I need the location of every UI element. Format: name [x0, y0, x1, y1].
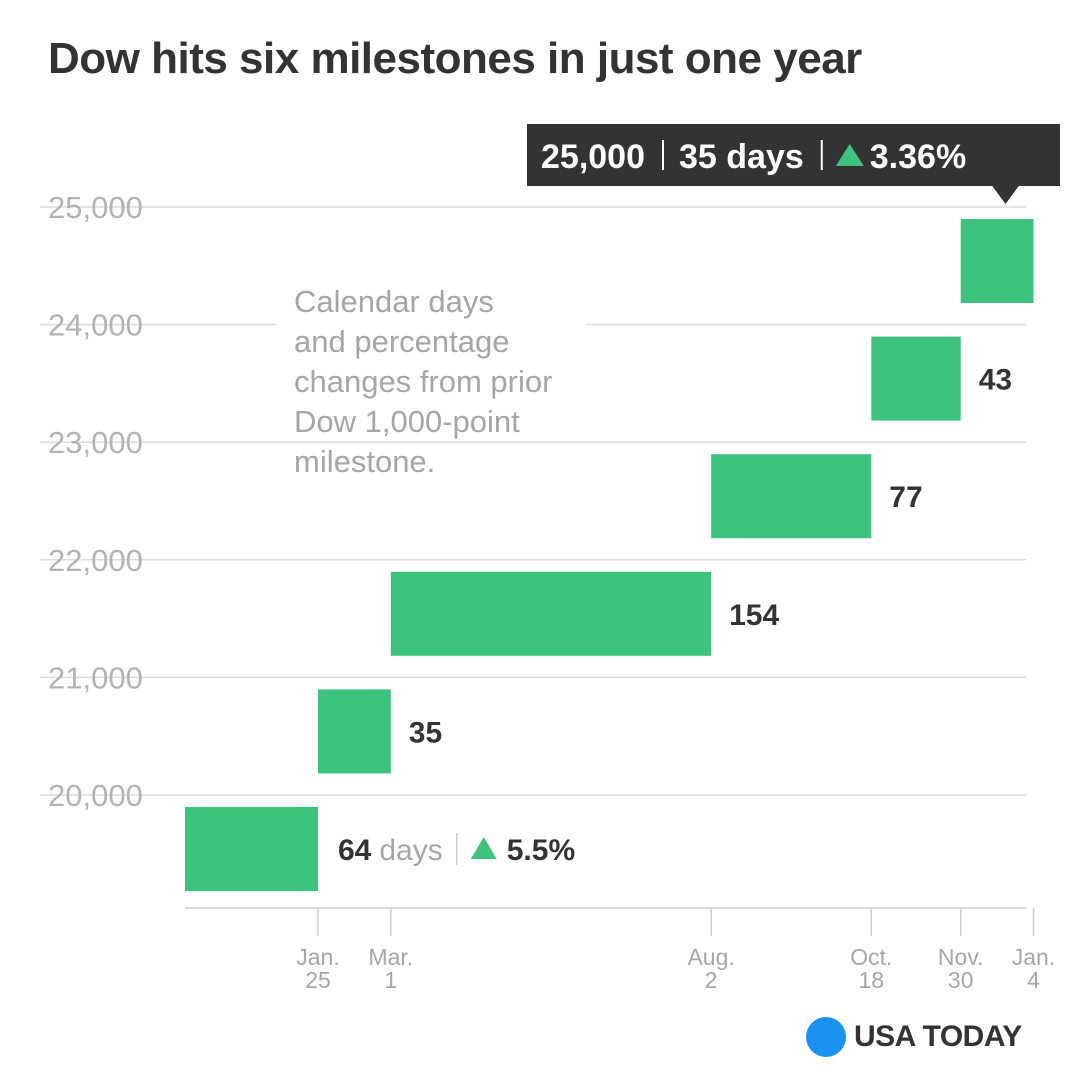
bar-days-label: 64: [338, 834, 372, 867]
usa-today-logo: USA TODAY: [806, 1016, 1022, 1058]
note-text: milestone.: [294, 444, 435, 479]
callout-box: [527, 124, 1060, 186]
milestone-bar: [960, 219, 1034, 303]
note-text: changes from prior: [294, 364, 552, 399]
x-tick-label-day: 1: [384, 967, 397, 993]
x-tick-label-day: 2: [705, 967, 718, 993]
y-tick-label: 24,000: [48, 308, 143, 343]
bar-days-label: 77: [889, 481, 922, 514]
y-tick-label: 23,000: [48, 425, 143, 460]
callout-days: 35 days: [679, 138, 804, 176]
y-tick-label: 25,000: [48, 190, 143, 225]
callout-pct: 3.36%: [870, 138, 966, 176]
y-tick-label: 21,000: [48, 660, 143, 695]
x-tick-label-month: Mar.: [368, 944, 413, 970]
x-tick-label-month: Nov.: [938, 944, 984, 970]
bar-days-label: 43: [979, 364, 1012, 397]
x-tick-label-day: 4: [1027, 967, 1040, 993]
x-tick-label-month: Oct.: [850, 944, 892, 970]
note-text: and percentage: [294, 324, 509, 359]
x-tick-label-month: Aug.: [687, 944, 734, 970]
x-tick-label-day: 30: [948, 967, 974, 993]
milestone-bar: [318, 689, 391, 774]
y-tick-label: 22,000: [48, 543, 143, 578]
milestone-bar: [185, 807, 318, 891]
up-arrow-icon: [470, 837, 497, 859]
milestone-bar: [390, 571, 712, 656]
bar-days-label: 154: [729, 599, 779, 632]
chart-title: Dow hits six milestones in just one year: [48, 34, 862, 83]
x-tick-label-month: Jan.: [296, 944, 339, 970]
note-text: Dow 1,000-point: [294, 404, 520, 439]
x-tick-label-day: 25: [305, 967, 331, 993]
note-background: [276, 280, 586, 440]
x-tick-label-month: Jan.: [1012, 944, 1055, 970]
callout-pointer: [991, 185, 1020, 204]
bar-pct-label: 5.5%: [507, 834, 575, 867]
bar-days-word: days: [379, 834, 442, 867]
note-text: Calendar days: [294, 284, 494, 319]
logo-dot-icon: [806, 1017, 846, 1057]
milestone-bar: [711, 454, 872, 539]
logo-text: USA TODAY: [854, 1020, 1022, 1053]
up-arrow-icon: [835, 144, 864, 166]
x-tick-label-day: 18: [858, 967, 884, 993]
y-tick-label: 20,000: [48, 778, 143, 813]
milestone-bar: [871, 336, 961, 421]
bar-days-label: 35: [409, 716, 442, 749]
callout-value: 25,000: [541, 138, 645, 176]
